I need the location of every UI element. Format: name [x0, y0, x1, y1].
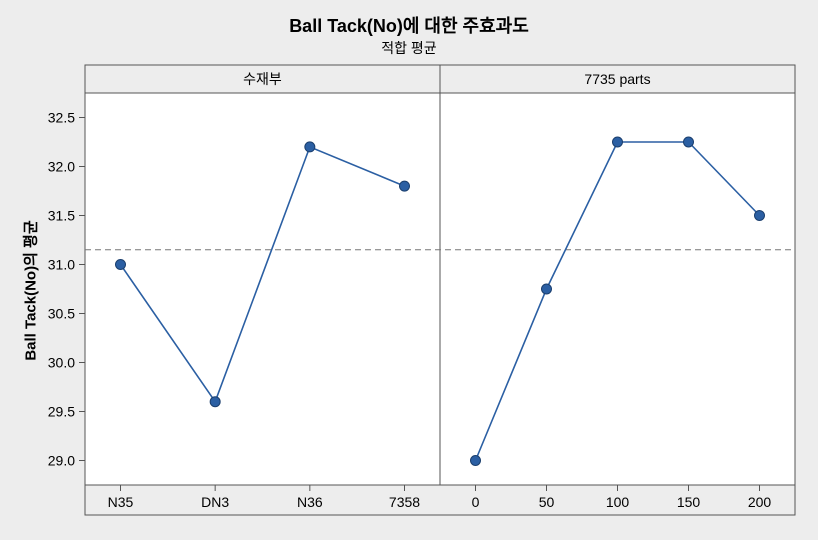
y-tick-label: 32.5 [48, 110, 75, 126]
y-tick-label: 31.0 [48, 257, 75, 273]
y-tick-label: 30.0 [48, 355, 75, 371]
data-point [210, 397, 220, 407]
x-tick-label: N35 [108, 494, 134, 510]
x-tick-label: 200 [748, 494, 772, 510]
y-tick-label: 29.0 [48, 453, 75, 469]
y-tick-label: 32.0 [48, 159, 75, 175]
y-tick-label: 30.5 [48, 306, 75, 322]
data-point [305, 142, 315, 152]
data-point [471, 456, 481, 466]
x-tick-label: 7358 [389, 494, 420, 510]
panel-label: 수재부 [243, 71, 282, 87]
x-tick-label: DN3 [201, 494, 229, 510]
x-tick-label: N36 [297, 494, 323, 510]
data-point [613, 137, 623, 147]
data-point [684, 137, 694, 147]
y-tick-label: 29.5 [48, 404, 75, 420]
data-point [400, 181, 410, 191]
x-tick-label: 100 [606, 494, 630, 510]
x-tick-label: 50 [539, 494, 555, 510]
chart-svg: 수재부 7735 parts 29.0 29.5 30.0 30.5 31.0 31.5 32.… [0, 0, 818, 540]
panel-label: 7735 parts [584, 71, 650, 87]
data-point [116, 260, 126, 270]
x-tick-label: 150 [677, 494, 701, 510]
data-point [755, 211, 765, 221]
x-tick-label: 0 [472, 494, 480, 510]
y-tick-label: 31.5 [48, 208, 75, 224]
data-point [542, 284, 552, 294]
chart-container: Ball Tack(No)에 대한 주효과도 적합 평균 Ball Tack(N… [0, 0, 818, 540]
